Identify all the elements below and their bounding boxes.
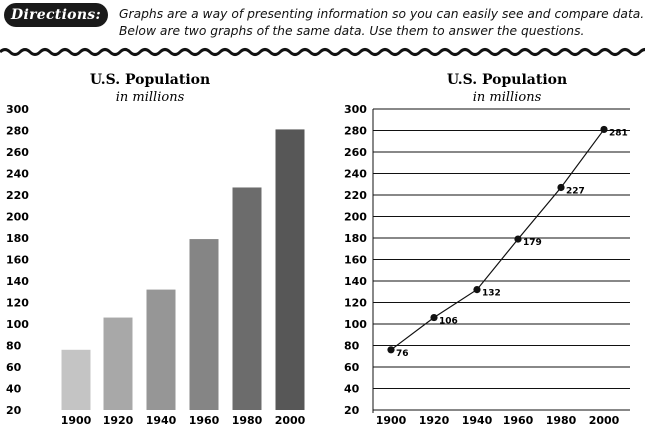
line-chart-series: 76 106 132 179 227 281 xyxy=(387,125,628,359)
line-point-1940 xyxy=(473,286,481,294)
bar-1960 xyxy=(189,239,219,410)
bar-chart-bars xyxy=(61,129,305,411)
line-x-tick-label: 1920 xyxy=(419,414,450,427)
line-x-tick-label: 1900 xyxy=(376,414,407,427)
line-y-tick-label: 200 xyxy=(344,211,367,224)
bar-x-tick-label: 1980 xyxy=(232,414,263,427)
line-y-tick-label: 100 xyxy=(344,318,367,331)
line-x-tick-label: 1940 xyxy=(462,414,493,427)
bar-chart-title: U.S. Population xyxy=(90,72,210,88)
bar-chart-x-axis: 1900 1920 1940 1960 1980 2000 xyxy=(61,414,306,427)
line-y-tick-label: 160 xyxy=(344,254,367,267)
line-data-label: 179 xyxy=(523,238,542,248)
directions-line-2: Below are two graphs of the same data. U… xyxy=(119,24,585,38)
directions-line-1: Graphs are a way of presenting informati… xyxy=(119,7,645,21)
line-y-tick-label: 60 xyxy=(344,361,360,374)
bar-1900 xyxy=(61,349,91,410)
directions-badge: Directions: xyxy=(4,3,108,27)
bar-y-tick-label: 240 xyxy=(6,168,29,181)
line-point-1960 xyxy=(514,235,522,243)
bar-1920 xyxy=(103,317,133,410)
line-y-tick-label: 120 xyxy=(344,297,367,310)
bar-chart: U.S. Population in millions 300 280 260 240… xyxy=(6,72,306,427)
line-y-tick-label: 180 xyxy=(344,232,367,245)
line-chart-subtitle: in millions xyxy=(473,90,542,105)
line-data-label: 227 xyxy=(566,186,585,196)
line-y-tick-label: 280 xyxy=(344,125,367,138)
bar-y-tick-label: 280 xyxy=(6,125,29,138)
line-chart-x-axis: 1900 1920 1940 1960 1980 2000 xyxy=(376,414,620,427)
bar-y-tick-label: 40 xyxy=(6,383,22,396)
bar-x-tick-label: 1960 xyxy=(189,414,220,427)
bar-x-tick-label: 1900 xyxy=(61,414,92,427)
bar-x-tick-label: 2000 xyxy=(275,414,306,427)
bar-y-tick-label: 160 xyxy=(6,254,29,267)
line-chart-grid xyxy=(372,108,630,413)
line-data-label: 106 xyxy=(439,317,458,327)
line-point-1980 xyxy=(557,183,565,192)
line-x-tick-label: 2000 xyxy=(589,414,620,427)
line-y-tick-label: 260 xyxy=(344,146,367,159)
bar-y-tick-label: 140 xyxy=(6,275,29,288)
bar-y-tick-label: 80 xyxy=(6,340,22,353)
line-y-tick-label: 300 xyxy=(344,103,367,116)
bar-y-tick-label: 100 xyxy=(6,318,29,331)
line-y-tick-label: 80 xyxy=(344,340,360,353)
line-data-label: 76 xyxy=(396,349,409,359)
line-chart: U.S. Population in millions 300 280 260 240… xyxy=(344,72,630,427)
bar-y-tick-label: 220 xyxy=(6,189,29,202)
line-point-1900 xyxy=(387,346,395,354)
line-chart-title: U.S. Population xyxy=(447,72,567,88)
line-y-tick-label: 240 xyxy=(344,168,367,181)
bar-y-tick-label: 60 xyxy=(6,361,22,374)
line-x-tick-label: 1980 xyxy=(546,414,577,427)
bar-1980 xyxy=(232,187,262,410)
line-chart-y-axis: 300 280 260 240 220 200 180 160 140 120 100 80 60 40 2… xyxy=(344,103,367,417)
line-data-label: 132 xyxy=(482,289,501,299)
line-y-tick-label: 40 xyxy=(344,383,360,396)
line-y-tick-label: 220 xyxy=(344,189,367,202)
bar-1940 xyxy=(146,289,176,410)
bar-y-tick-label: 180 xyxy=(6,232,29,245)
bar-x-tick-label: 1940 xyxy=(146,414,177,427)
line-series-path xyxy=(390,129,605,351)
wavy-divider xyxy=(0,48,645,56)
bar-y-tick-label: 260 xyxy=(6,146,29,159)
line-point-1920 xyxy=(430,313,438,322)
bar-y-tick-label: 200 xyxy=(6,211,29,224)
line-point-2000 xyxy=(600,125,608,134)
line-y-tick-label: 20 xyxy=(344,404,360,417)
bar-chart-y-axis: 300 280 260 240 220 200 180 160 140 120 100 80 60 40 2… xyxy=(6,103,29,417)
directions-text: Graphs are a way of presenting informati… xyxy=(119,6,645,40)
bar-y-tick-label: 120 xyxy=(6,297,29,310)
line-x-tick-label: 1960 xyxy=(503,414,534,427)
bar-chart-subtitle: in millions xyxy=(116,90,185,105)
bar-x-tick-label: 1920 xyxy=(103,414,134,427)
bar-2000 xyxy=(275,129,305,411)
line-data-label: 281 xyxy=(609,128,628,138)
line-y-tick-label: 140 xyxy=(344,275,367,288)
bar-y-tick-label: 300 xyxy=(6,103,29,116)
bar-y-tick-label: 20 xyxy=(6,404,22,417)
